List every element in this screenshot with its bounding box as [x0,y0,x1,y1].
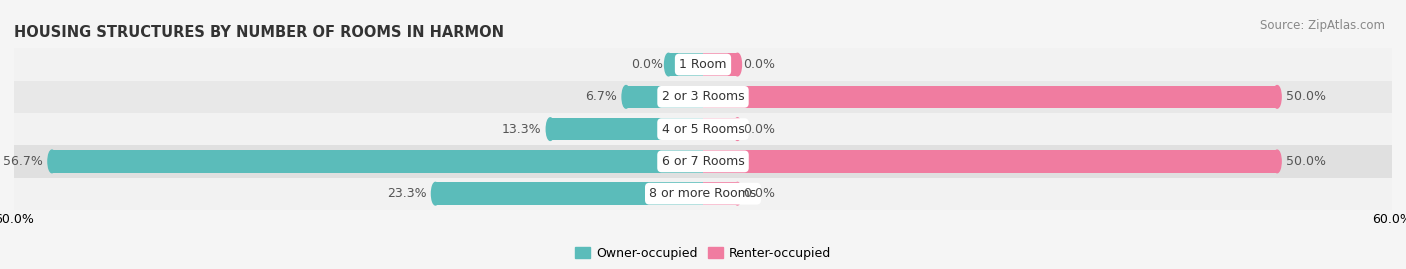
Legend: Owner-occupied, Renter-occupied: Owner-occupied, Renter-occupied [569,242,837,265]
Text: 6 or 7 Rooms: 6 or 7 Rooms [662,155,744,168]
Bar [14,48,1392,81]
Text: 0.0%: 0.0% [744,123,775,136]
Text: 23.3%: 23.3% [387,187,426,200]
Text: 56.7%: 56.7% [3,155,42,168]
Bar [14,178,1392,210]
Bar [14,81,1392,113]
Text: 50.0%: 50.0% [1286,155,1326,168]
Bar [626,86,703,108]
Bar [14,113,1392,145]
Bar [52,150,703,173]
Bar [703,86,1277,108]
Text: HOUSING STRUCTURES BY NUMBER OF ROOMS IN HARMON: HOUSING STRUCTURES BY NUMBER OF ROOMS IN… [14,25,505,40]
Bar [436,182,703,205]
Bar [703,150,1277,173]
Text: 1 Room: 1 Room [679,58,727,71]
Bar [703,182,738,205]
Text: 0.0%: 0.0% [631,58,662,71]
Circle shape [665,53,672,76]
Circle shape [547,118,554,140]
Text: 4 or 5 Rooms: 4 or 5 Rooms [662,123,744,136]
Bar [550,118,703,140]
Text: 13.3%: 13.3% [502,123,541,136]
Text: 0.0%: 0.0% [744,58,775,71]
Circle shape [1272,150,1281,173]
Circle shape [734,53,741,76]
Circle shape [621,86,630,108]
Text: 8 or more Rooms: 8 or more Rooms [650,187,756,200]
Circle shape [734,118,741,140]
Bar [703,53,738,76]
Circle shape [1272,86,1281,108]
Text: 2 or 3 Rooms: 2 or 3 Rooms [662,90,744,103]
Bar [669,53,703,76]
Text: 0.0%: 0.0% [744,187,775,200]
Text: 6.7%: 6.7% [585,90,617,103]
Circle shape [48,150,56,173]
Circle shape [432,182,440,205]
Circle shape [734,182,741,205]
Text: Source: ZipAtlas.com: Source: ZipAtlas.com [1260,19,1385,32]
Text: 50.0%: 50.0% [1286,90,1326,103]
Bar [703,118,738,140]
Bar [14,145,1392,178]
